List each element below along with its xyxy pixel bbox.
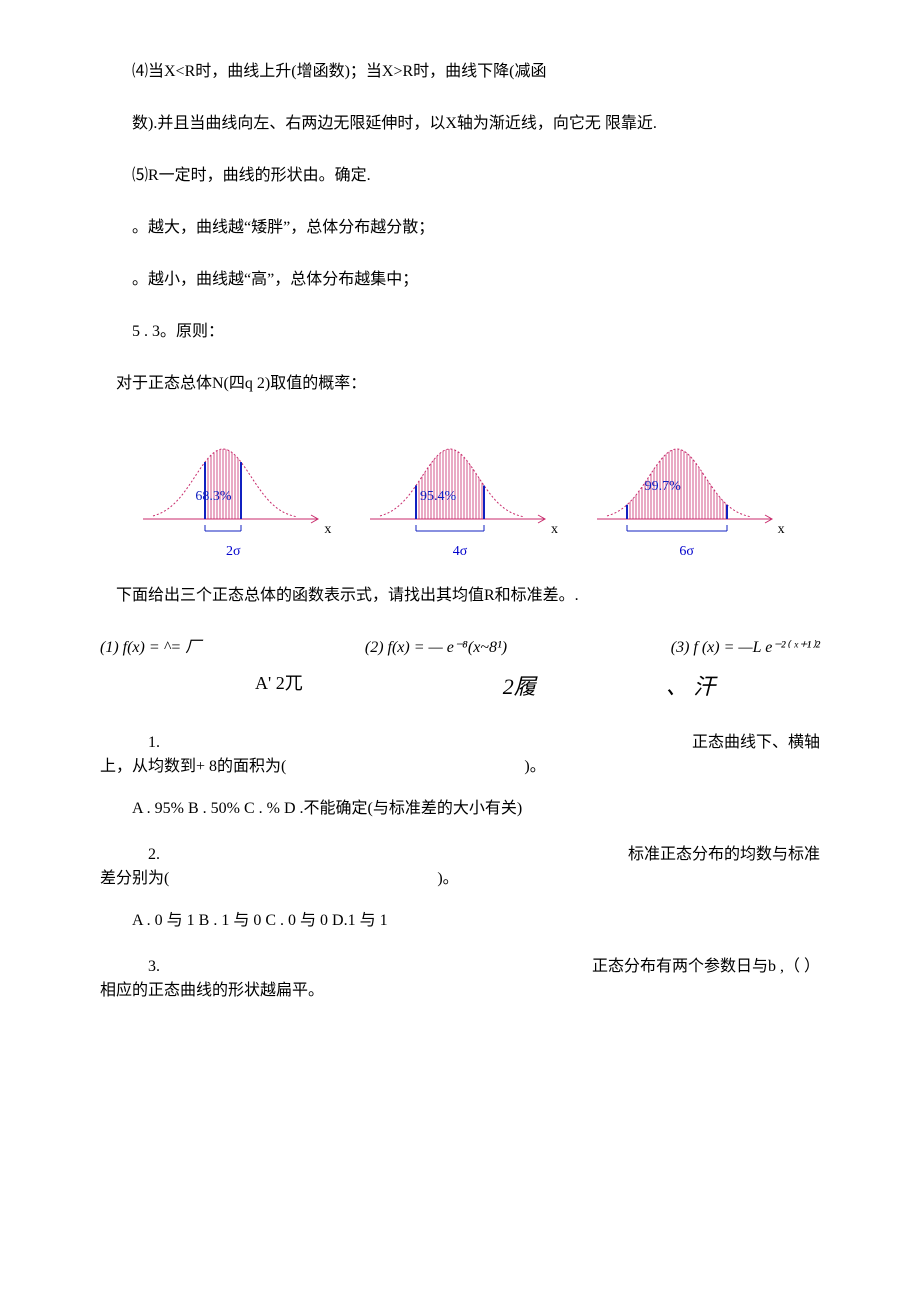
paragraph-5: ⑸R一定时，曲线的形状由。确定. bbox=[100, 164, 820, 188]
q2-number: 2. bbox=[148, 846, 160, 863]
paragraph-4: ⑷当X<R时，曲线上升(增函数)；当X>R时，曲线下降(减函 bbox=[100, 60, 820, 84]
expr-2: (2) f(x) = — e⁻⁸(x~8¹) bbox=[365, 636, 507, 660]
q1-body: 上，从均数到+ 8的面积为( bbox=[100, 758, 286, 775]
chart-sigma-label: 4σ bbox=[453, 541, 468, 562]
expr-1: (1) f(x) = ^= 厂 bbox=[100, 636, 201, 660]
paragraph-8: 下面给出三个正态总体的函数表示式，请找出其均值R和标准差。. bbox=[116, 584, 820, 608]
q1-close: )。 bbox=[524, 758, 545, 775]
chart-x-label: x bbox=[778, 519, 785, 540]
q2-body: 差分别为( bbox=[100, 870, 169, 887]
chart-sigma-label: 2σ bbox=[226, 541, 241, 562]
chart-x-label: x bbox=[324, 519, 331, 540]
expr-row2-b: 2履 bbox=[503, 670, 536, 703]
normal-chart-2: 95.4%x4σ bbox=[360, 424, 560, 544]
expression-row-2: A' 2兀 2履 、 汗 bbox=[100, 670, 820, 703]
q1-tail: 正态曲线下、横轴 bbox=[644, 731, 820, 755]
paragraph-5b: 。越小，曲线越“高”，总体分布越集中； bbox=[100, 268, 820, 292]
paragraph-7: 对于正态总体N(四q 2)取值的概率： bbox=[116, 372, 820, 396]
paragraph-5a: 。越大，曲线越“矮胖”，总体分布越分散； bbox=[100, 216, 820, 240]
normal-chart-1: 68.3%x2σ bbox=[133, 424, 333, 544]
chart-sigma-label: 6σ bbox=[679, 541, 694, 562]
q3-body: 相应的正态曲线的形状越扁平。 bbox=[100, 979, 820, 1003]
q2-options: A . 0 与 1 B . 1 与 0 C . 0 与 0 D.1 与 1 bbox=[100, 909, 820, 933]
question-1: 1. 正态曲线下、横轴 上，从均数到+ 8的面积为( )。 A . 95% B … bbox=[100, 731, 820, 821]
question-3: 3. 正态分布有两个参数日与b ,（ ） 相应的正态曲线的形状越扁平。 bbox=[100, 955, 820, 1003]
question-2: 2. 标准正态分布的均数与标准 差分别为( )。 A . 0 与 1 B . 1… bbox=[100, 843, 820, 933]
q2-close: )。 bbox=[437, 870, 458, 887]
expr-row2-a: A' 2兀 bbox=[255, 670, 303, 703]
q1-options: A . 95% B . 50% C . % D .不能确定(与标准差的大小有关) bbox=[100, 797, 820, 821]
q3-tail: 正态分布有两个参数日与b ,（ ） bbox=[544, 955, 820, 979]
q1-number: 1. bbox=[148, 734, 160, 751]
expression-row: (1) f(x) = ^= 厂 (2) f(x) = — e⁻⁸(x~8¹) (… bbox=[100, 636, 820, 660]
normal-curve-charts: 68.3%x2σ95.4%x4σ99.7%x6σ bbox=[100, 424, 820, 544]
q3-number: 3. bbox=[148, 958, 160, 975]
q2-tail: 标准正态分布的均数与标准 bbox=[580, 843, 820, 867]
expr-3: (3) f (x) = —L e⁻²⁽ ˣ⁺¹⁾² bbox=[671, 636, 820, 660]
paragraph-4b: 数).并且当曲线向左、右两边无限延伸时，以X轴为渐近线，向它无 限靠近. bbox=[132, 112, 820, 136]
normal-chart-3: 99.7%x6σ bbox=[587, 424, 787, 544]
chart-x-label: x bbox=[551, 519, 558, 540]
expr-row2-c: 、 汗 bbox=[666, 670, 716, 703]
paragraph-6: 5 . 3。原则： bbox=[100, 320, 820, 344]
